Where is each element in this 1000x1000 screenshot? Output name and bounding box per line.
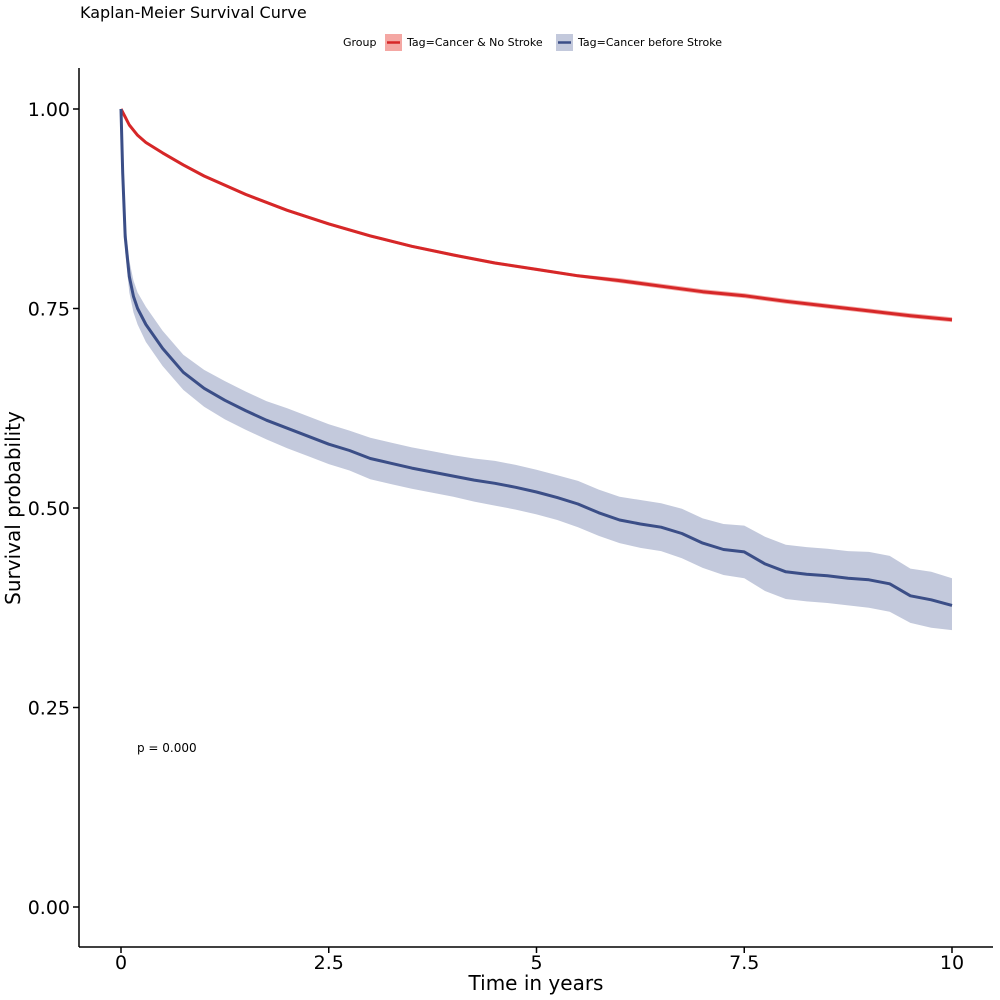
confidence-band-cancer-no-stroke — [121, 109, 952, 323]
y-axis-ticks: 0.00 0.25 0.50 0.75 1.00 — [28, 99, 79, 919]
x-tick-label: 10 — [940, 952, 964, 974]
x-tick-label: 5 — [530, 952, 542, 974]
confidence-band-cancer-before-stroke — [121, 109, 952, 631]
y-tick-label: 0.50 — [28, 498, 70, 520]
p-value-annotation: p = 0.000 — [137, 741, 197, 755]
plot-area — [119, 108, 953, 631]
y-axis-title: Survival probability — [1, 411, 25, 605]
x-axis-title: Time in years — [468, 971, 604, 995]
legend-title: Group — [343, 36, 377, 49]
legend-label-cancer-no-stroke: Tag=Cancer & No Stroke — [406, 36, 543, 49]
survival-line-cancer-no-stroke — [119, 108, 953, 322]
y-tick-label: 0.00 — [28, 897, 70, 919]
x-tick-label: 7.5 — [729, 952, 759, 974]
x-tick-label: 2.5 — [314, 952, 344, 974]
y-tick-label: 1.00 — [28, 99, 70, 121]
y-tick-label: 0.75 — [28, 299, 70, 321]
x-tick-label: 0 — [115, 952, 127, 974]
legend: Group Tag=Cancer & No Stroke Tag=Cancer … — [343, 34, 722, 51]
legend-label-cancer-before-stroke: Tag=Cancer before Stroke — [577, 36, 722, 49]
chart-title: Kaplan-Meier Survival Curve — [80, 3, 307, 22]
y-tick-label: 0.25 — [28, 698, 70, 720]
survival-line-cancer-before-stroke — [119, 108, 953, 607]
x-axis-ticks: 0 2.5 5 7.5 10 — [115, 947, 964, 974]
